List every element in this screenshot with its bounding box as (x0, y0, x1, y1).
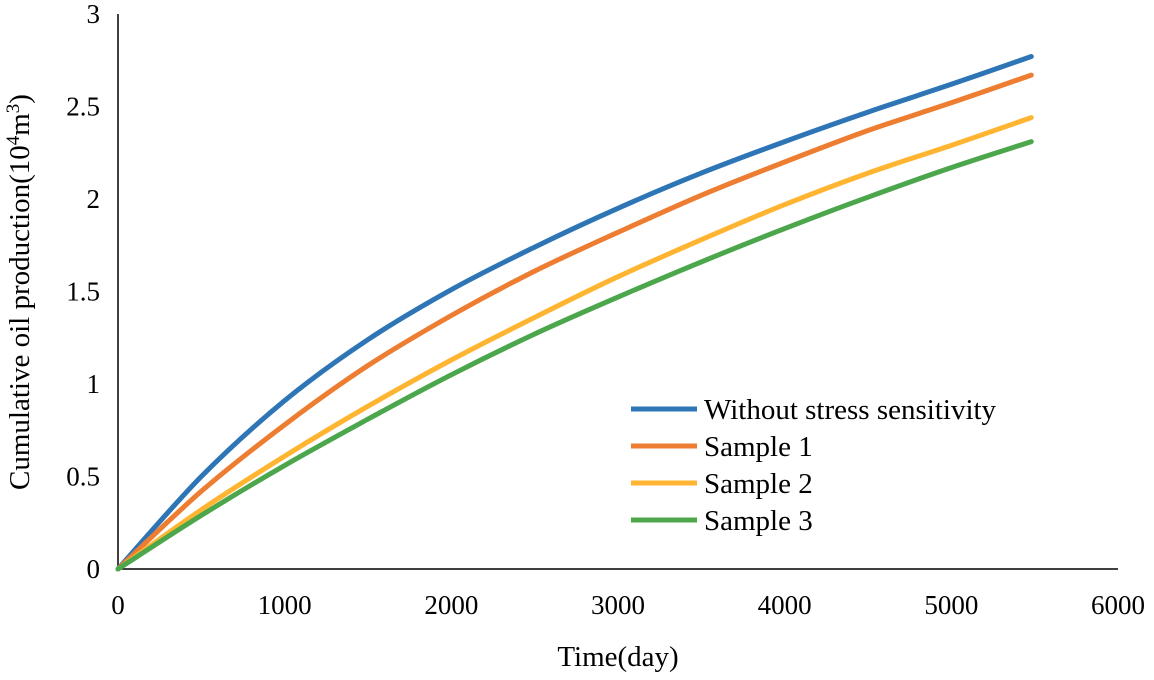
y-axis-title: Cumulative oil production(104m3) (3, 94, 36, 490)
y-axis-title-mid: m (4, 113, 36, 136)
y-axis-title-prefix: Cumulative oil production(10 (4, 145, 36, 490)
y-tick-labels: 0 0.5 1 1.5 2 2.5 3 (66, 0, 100, 584)
legend-label-3: Sample 2 (704, 468, 813, 500)
x-axis-title: Time(day) (557, 641, 678, 673)
series-line-4 (115, 139, 1034, 572)
x-tick-label: 5000 (924, 590, 978, 620)
y-tick-label: 0.5 (66, 462, 100, 492)
y-tick-label: 0 (87, 554, 101, 584)
y-axis-title-sup1: 4 (3, 135, 24, 145)
x-tick-label: 4000 (758, 590, 812, 620)
y-axis-title-sup2: 3 (3, 104, 24, 114)
y-tick-label: 1.5 (66, 277, 100, 307)
series-line-3 (115, 115, 1034, 572)
y-tick-label: 2 (87, 184, 101, 214)
x-tick-labels: 0 1000 2000 3000 4000 5000 6000 (111, 590, 1145, 620)
series-lines (115, 54, 1034, 572)
x-tick-label: 1000 (258, 590, 312, 620)
x-tick-label: 0 (111, 590, 125, 620)
y-tick-label: 2.5 (66, 92, 100, 122)
series-line-1 (115, 54, 1034, 572)
y-axis-title-suffix: ) (4, 94, 36, 104)
y-tick-label: 3 (87, 0, 101, 29)
legend: Without stress sensitivity Sample 1 Sample… (631, 394, 997, 537)
legend-label-4: Sample 3 (704, 505, 813, 537)
x-tick-label: 2000 (424, 590, 478, 620)
y-tick-label: 1 (87, 369, 101, 399)
x-tick-label: 6000 (1091, 590, 1145, 620)
legend-label-1: Without stress sensitivity (704, 394, 997, 426)
legend-label-2: Sample 1 (704, 431, 813, 463)
x-tick-label: 3000 (591, 590, 645, 620)
series-line-2 (115, 72, 1034, 572)
axes (117, 14, 1118, 570)
